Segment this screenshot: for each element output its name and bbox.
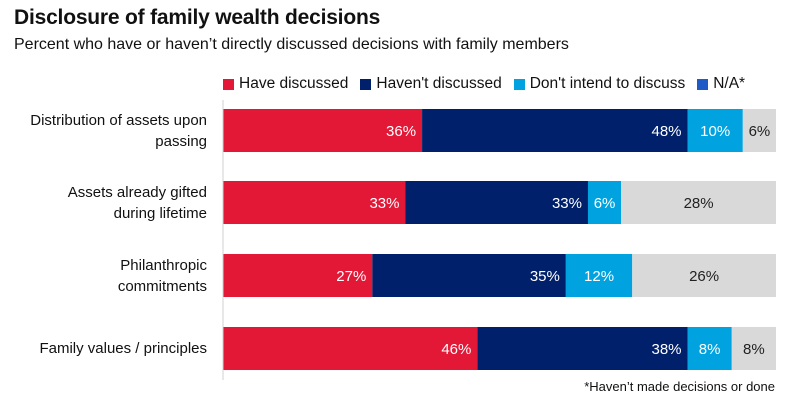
data-label: 6% — [749, 123, 771, 140]
data-label: 35% — [530, 268, 560, 285]
legend-item-have-discussed: Have discussed — [223, 75, 348, 93]
category-label-line: Assets already gifted — [67, 183, 207, 201]
category-label: Distribution of assets upon passing — [0, 110, 207, 152]
legend-item-havent-discussed: Haven't discussed — [360, 75, 502, 93]
data-label: 6% — [594, 195, 616, 212]
legend-label: Don't intend to discuss — [529, 75, 686, 92]
bar-segment — [565, 254, 633, 297]
category-label-line: passing — [155, 132, 207, 150]
bar-segment — [687, 327, 732, 370]
bar-segment — [223, 181, 406, 224]
bar-segment — [621, 181, 776, 224]
bar-segment — [422, 109, 688, 152]
data-label: 38% — [651, 341, 681, 358]
legend-label: N/A* — [713, 75, 746, 92]
legend: Have discussed Haven't discussed Don't i… — [223, 75, 745, 93]
legend-item-dont-intend: Don't intend to discuss — [513, 75, 686, 93]
chart-title: Disclosure of family wealth decisions — [14, 6, 381, 29]
bar-segment — [477, 327, 688, 370]
legend-swatch — [360, 78, 372, 90]
category-label-line: commitments — [117, 277, 207, 295]
bar-segment — [687, 109, 743, 152]
category-label-line: Family values / principles — [39, 340, 207, 357]
data-label: 33% — [552, 195, 582, 212]
bar-segment — [731, 327, 776, 370]
bar-segment — [223, 254, 373, 297]
footnote: *Haven’t made decisions or done — [584, 379, 775, 394]
data-label: 33% — [369, 195, 399, 212]
bar-segment — [632, 254, 776, 297]
bar-segment — [742, 109, 776, 152]
legend-swatch — [513, 78, 525, 90]
category-label-line: during lifetime — [113, 204, 207, 222]
bar-segment — [372, 254, 566, 297]
data-label: 8% — [699, 341, 721, 358]
legend-swatch — [697, 78, 709, 90]
data-label: 27% — [336, 268, 366, 285]
data-label: 26% — [689, 268, 719, 285]
bar-segment — [223, 109, 423, 152]
data-label: 8% — [743, 341, 765, 358]
legend-item-na: N/A* — [697, 75, 745, 93]
legend-label: Have discussed — [239, 75, 349, 92]
category-label: Assets already gifted during lifetime — [0, 182, 207, 224]
data-label: 36% — [386, 123, 416, 140]
legend-label: Haven't discussed — [376, 75, 502, 92]
data-label: 10% — [700, 123, 730, 140]
bar-segment — [223, 327, 478, 370]
bar-segment — [587, 181, 622, 224]
category-label: Family values / principles — [0, 338, 207, 359]
category-label-line: Philanthropic — [120, 256, 207, 274]
data-label: 12% — [584, 268, 614, 285]
data-label: 48% — [651, 123, 681, 140]
chart-subtitle: Percent who have or haven’t directly dis… — [14, 36, 569, 53]
bar-segment — [405, 181, 588, 224]
category-label-line: Distribution of assets upon — [30, 111, 207, 129]
category-label: Philanthropic commitments — [0, 255, 207, 297]
data-label: 46% — [441, 341, 471, 358]
data-label: 28% — [684, 195, 714, 212]
legend-swatch — [223, 78, 234, 90]
